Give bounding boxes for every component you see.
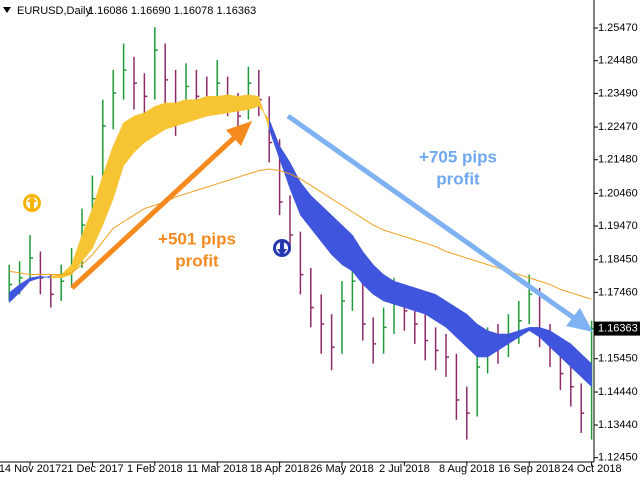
x-tick-label: 14 Nov 2017 — [0, 463, 61, 475]
annotation: profit — [175, 251, 219, 270]
moving-average — [9, 168, 592, 300]
ribbon-segment — [393, 280, 405, 308]
orange-arrow-head — [226, 121, 252, 146]
menu-triangle — [3, 7, 11, 13]
line-layer — [9, 168, 592, 300]
orange-arrow — [70, 134, 238, 290]
y-tick-label: 1.21480 — [598, 154, 638, 166]
y-tick-label: 1.17460 — [598, 286, 638, 298]
y-tick-label: 1.18450 — [598, 254, 638, 266]
x-tick-label: 18 Apr 2018 — [250, 463, 309, 475]
chart-title: EURUSD,Daily — [17, 5, 91, 17]
ribbon-segment — [206, 96, 218, 117]
blue-arrow-head — [566, 308, 593, 332]
ohlc-header: 1.16086 1.16690 1.16078 1.16363 — [88, 5, 256, 17]
y-tick-label: 1.22470 — [598, 121, 638, 133]
y-tick-label: 1.20460 — [598, 187, 638, 199]
y-tick-label: 1.19470 — [598, 220, 638, 232]
annotation: +501 pips — [158, 229, 236, 248]
blue-arrow — [286, 113, 576, 321]
y-tick-label: 1.25470 — [598, 22, 638, 34]
ribbon-segment — [175, 99, 187, 127]
x-tick-label: 16 Sep 2018 — [498, 463, 560, 475]
ribbon-segment — [580, 353, 592, 388]
buy-icon-arrow — [27, 196, 37, 211]
x-tick-label: 1 Feb 2018 — [127, 463, 183, 475]
x-tick-label: 8 Aug 2018 — [439, 463, 495, 475]
ribbon-segment — [237, 94, 249, 112]
x-tick-label: 21 Dec 2017 — [61, 463, 123, 475]
ribbon-segment — [185, 99, 197, 124]
ribbon-layer — [8, 94, 592, 388]
ribbon-segment — [414, 287, 426, 315]
buy-signal-icon — [23, 194, 41, 212]
y-tick-label: 1.13440 — [598, 419, 638, 431]
x-tick-label: 2 Jul 2018 — [379, 463, 430, 475]
arrows — [70, 113, 593, 332]
x-tick-label: 24 Oct 2018 — [562, 463, 622, 475]
annotation: +705 pips — [419, 147, 497, 166]
y-tick-label: 1.23490 — [598, 87, 638, 99]
y-tick-label: 1.24480 — [598, 55, 638, 67]
ribbon-segment — [196, 96, 208, 120]
y-tick-label: 1.14440 — [598, 386, 638, 398]
ribbon-segment — [404, 284, 416, 312]
ribbon-segment — [227, 94, 239, 114]
y-tick-label: 1.15450 — [598, 353, 638, 365]
last-price-label: 1.16363 — [598, 322, 638, 334]
last-price-box — [594, 321, 640, 336]
ribbon-segment — [216, 94, 228, 115]
ribbon-segment — [144, 105, 156, 144]
annotation: profit — [436, 169, 480, 188]
ribbon-segment — [164, 102, 176, 130]
sell-signal-icon — [273, 239, 291, 257]
sell-icon-arrow — [277, 240, 287, 256]
x-tick-label: 26 May 2018 — [310, 463, 374, 475]
y-tick-label: 1.12450 — [598, 452, 638, 464]
x-tick-label: 11 Mar 2018 — [187, 463, 248, 475]
